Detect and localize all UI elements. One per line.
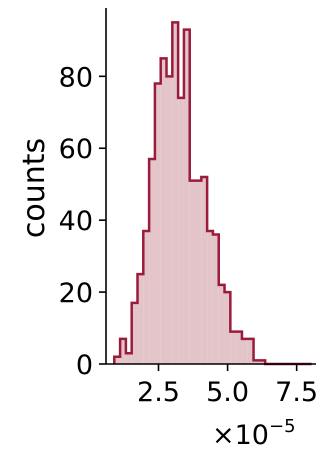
- histogram-bin: [230, 331, 237, 364]
- histogram-bin: [207, 230, 213, 364]
- histogram-bin: [172, 22, 179, 364]
- histogram-bin: [241, 338, 248, 364]
- histogram-bin: [247, 338, 254, 364]
- x-tick-label: 7.5: [275, 377, 318, 408]
- histogram-bin: [236, 331, 242, 364]
- histogram-bin: [259, 360, 266, 364]
- y-tick-label: 0: [76, 350, 93, 381]
- x-offset-label: ×10−5: [212, 416, 296, 451]
- histogram-bin: [143, 230, 150, 364]
- histogram-bin: [195, 180, 202, 364]
- histogram-bin: [201, 177, 208, 364]
- histogram-bin: [120, 338, 126, 364]
- histogram-bin: [212, 234, 219, 364]
- axes: 0 20 40 60 80 2.5 5.0 7.5: [59, 8, 318, 408]
- histogram-bin: [149, 159, 155, 364]
- histogram-bin: [137, 274, 144, 364]
- y-axis-label: counts: [17, 138, 52, 238]
- y-tick-label: 80: [59, 62, 93, 93]
- plot-area: [113, 21, 312, 366]
- histogram-bin: [114, 356, 121, 364]
- histogram-bin: [125, 353, 132, 364]
- histogram-bin: [131, 302, 138, 364]
- x-offset-exponent: −5: [269, 416, 296, 437]
- histogram-bin: [224, 292, 231, 364]
- y-tick-label: 60: [59, 134, 93, 165]
- histogram-bin: [253, 360, 260, 364]
- histogram-bin: [160, 58, 167, 364]
- x-tick-label: 2.5: [137, 377, 180, 408]
- histogram-bin: [178, 97, 184, 364]
- histogram-bin: [166, 76, 173, 364]
- histogram-bin: [154, 83, 161, 365]
- histogram-outline: [113, 21, 312, 366]
- y-tick-label: 20: [59, 278, 93, 309]
- histogram-bin: [218, 284, 225, 364]
- y-tick-label: 40: [59, 206, 93, 237]
- histogram-bin: [183, 29, 190, 365]
- x-offset-base: ×10: [212, 420, 269, 451]
- histogram-bin: [189, 180, 196, 364]
- x-tick-label: 5.0: [206, 377, 249, 408]
